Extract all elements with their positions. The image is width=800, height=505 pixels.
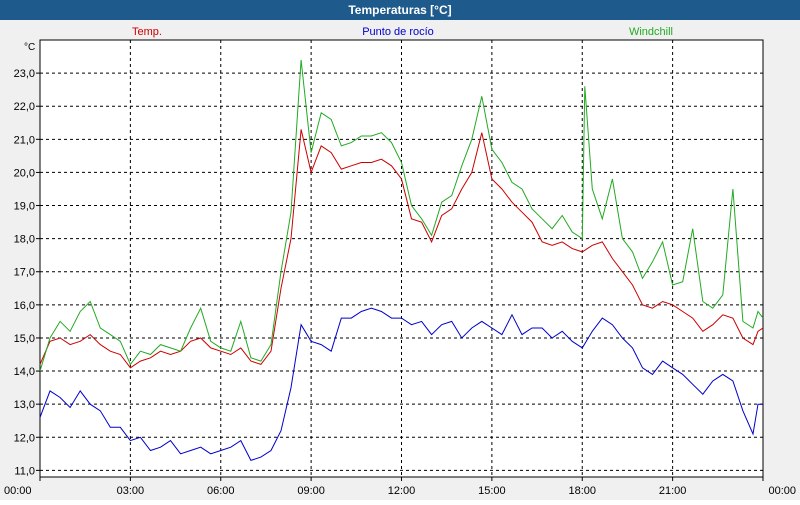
- y-tick-label: 14,0: [14, 366, 35, 378]
- x-tick-time-label: 15:00: [478, 485, 506, 497]
- x-tick-time-label: 21:00: [659, 485, 687, 497]
- series-line-1: [39, 307, 763, 462]
- y-tick-label: 16,0: [14, 300, 35, 312]
- series-line-0: [39, 129, 764, 369]
- temperature-chart: 11,0 12,0 13,0 14,0 15,0 16,0 17,0 18,0 19,0 20,0…: [4, 26, 796, 505]
- legend-entry: Punto de rocío: [362, 26, 434, 38]
- y-tick-label: 21,0: [14, 134, 35, 146]
- series-line-2: [39, 59, 764, 372]
- y-tick-label: 12,0: [14, 432, 35, 444]
- y-tick-label: 20,0: [14, 167, 35, 179]
- x-tick-time-label: 00:00: [768, 485, 796, 497]
- y-tick-label: 23,0: [14, 68, 35, 80]
- y-tick-label: 15,0: [14, 333, 35, 345]
- y-tick-label: 17,0: [14, 267, 35, 279]
- x-tick-time-label: 06:00: [207, 485, 235, 497]
- x-tick-time-label: 00:00: [4, 485, 32, 497]
- x-tick-time-label: 18:00: [568, 485, 596, 497]
- y-tick-label: 19,0: [14, 201, 35, 213]
- y-tick-label: 18,0: [14, 234, 35, 246]
- x-tick-time-label: 09:00: [297, 485, 325, 497]
- legend-entry: Windchill: [629, 26, 673, 38]
- y-tick-label: 11,0: [14, 465, 35, 477]
- x-tick-time-label: 12:00: [388, 485, 416, 497]
- y-axis-unit-label: °C: [24, 42, 35, 53]
- legend-entry: Temp.: [132, 26, 162, 38]
- legend: Temp. Punto de rocío Windchill: [132, 26, 673, 38]
- y-tick-label: 22,0: [14, 101, 35, 113]
- x-tick-time-label: 03:00: [117, 485, 145, 497]
- series-lines: [39, 59, 764, 462]
- chart-area: 11,0 12,0 13,0 14,0 15,0 16,0 17,0 18,0 19,0 20,0…: [0, 20, 800, 505]
- y-tick-label: 13,0: [14, 399, 35, 411]
- window-title: Temperaturas [°C]: [0, 0, 800, 20]
